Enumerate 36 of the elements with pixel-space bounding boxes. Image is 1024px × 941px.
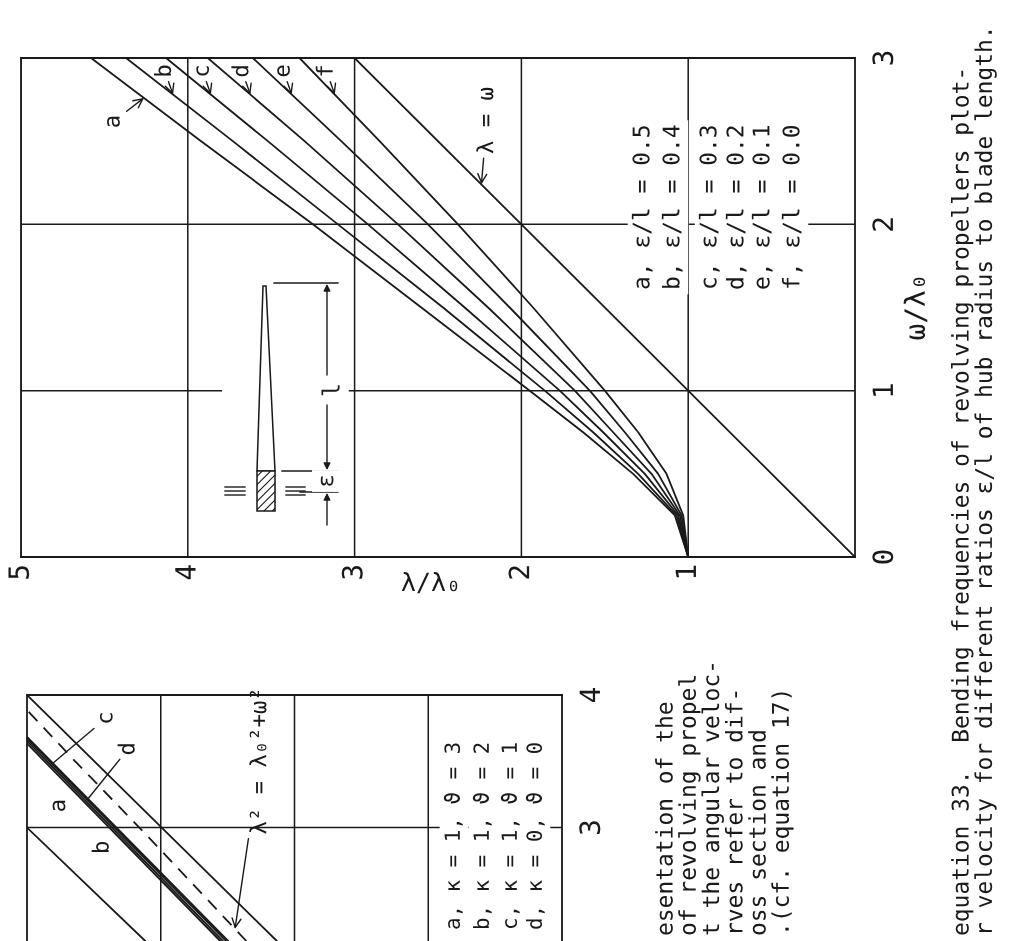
x-axis-title: λ/λ₀ (401, 571, 458, 594)
text: a (52, 800, 66, 811)
y-tick-label: 3 (872, 51, 894, 65)
y-tick-label: 2 (872, 218, 893, 231)
annotation: a, κ = 1, ϑ = 3 (443, 743, 463, 929)
annotation: b, ε/l = 0.4 (661, 125, 683, 288)
text: equation 33. Bending frequencies of revolving propellers plot- r velocity for different ratios ε/l of hub radius to blade length. (951, 30, 997, 935)
text: d (117, 744, 135, 755)
annotation: d, κ = 0, ϑ = 0 (525, 743, 545, 929)
annotation: f, ε/l = 0.0 (781, 125, 803, 288)
x-tick-label: 4 (175, 565, 196, 580)
text: d (231, 66, 249, 77)
y-tick-label: 1 (872, 384, 893, 396)
annotation: d, ε/l = 0.2 (725, 126, 747, 289)
annotation: l (321, 385, 340, 396)
y-axis-title: ω/λ₀ (903, 277, 928, 340)
x-tick-label: 5 (8, 566, 30, 579)
annotation: a, ε/l = 0.5 (631, 126, 653, 289)
y-tick-label: 0 (872, 550, 894, 564)
x-tick-label: 3 (341, 566, 363, 579)
annotation: c, κ = 1, ϑ = 1 (500, 743, 520, 929)
annotation: c, ε/l = 0.3 (698, 126, 720, 288)
text: f (315, 66, 333, 76)
text: b (154, 65, 172, 76)
text: λ = ω (476, 87, 494, 154)
annotation: e, ε/l = 0.1 (751, 125, 773, 289)
annotation: b, κ = 1, ϑ = 2 (472, 743, 492, 929)
legend-label: a (107, 116, 120, 127)
text: c (99, 713, 113, 723)
annotation: ε (320, 476, 334, 486)
text: b (91, 842, 109, 852)
x-tick-label: 2 (508, 566, 530, 579)
text: esentation of the of revolving propel t the angular veloc- rves refer to dif- oss section and .(cf. equation 17) (655, 664, 794, 935)
x-tick-label: 1 (675, 565, 696, 578)
text: e (277, 65, 290, 77)
text: c (196, 66, 210, 76)
